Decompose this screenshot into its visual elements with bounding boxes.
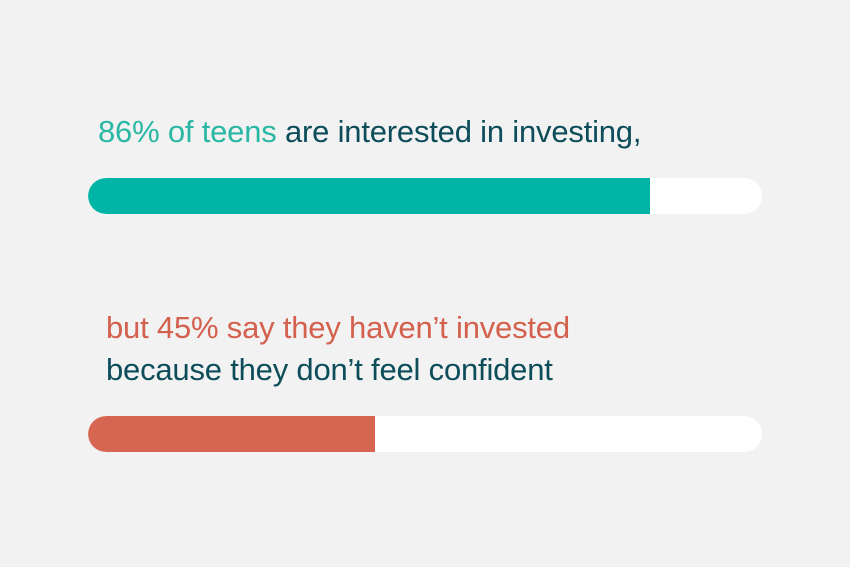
stat2-bar-track (88, 416, 762, 452)
stat2-line1: but 45% say they haven’t invested (106, 310, 570, 345)
stat2-bar-fill (88, 416, 375, 452)
stat1-bar-fill (88, 178, 650, 214)
stat2-line2: because they don’t feel confident (106, 352, 553, 387)
stat1-rest: are interested in investing, (276, 114, 642, 149)
stat1-highlight: 86% of teens (98, 114, 277, 149)
stat1-caption: 86% of teens are interested in investing… (98, 114, 641, 150)
stat1-bar-track (88, 178, 762, 214)
